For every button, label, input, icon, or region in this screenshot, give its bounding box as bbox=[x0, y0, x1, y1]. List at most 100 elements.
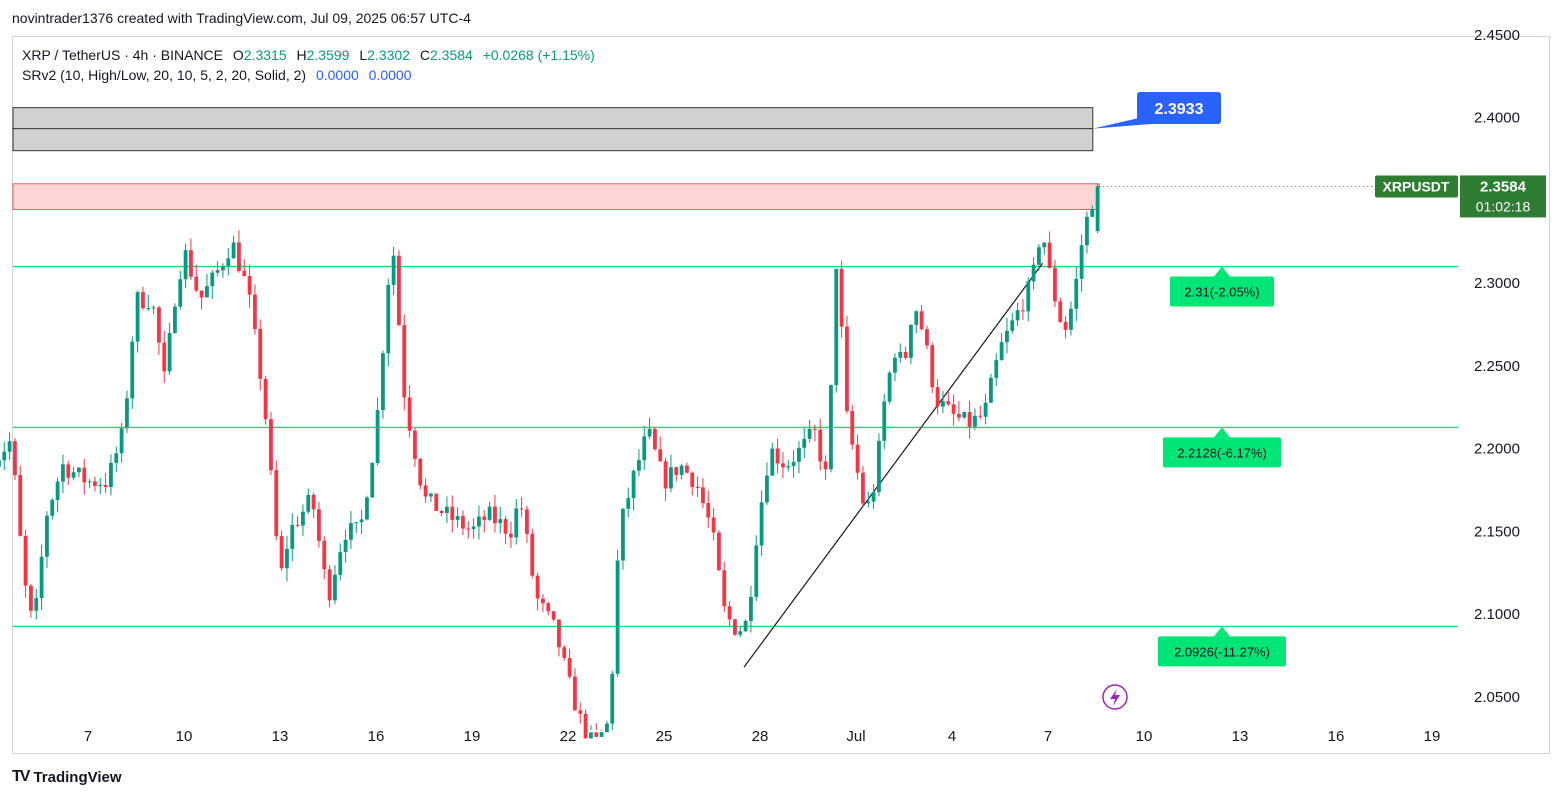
candle-body bbox=[119, 428, 124, 454]
candle-body bbox=[1047, 242, 1052, 268]
candle bbox=[727, 601, 732, 627]
candle bbox=[557, 619, 561, 657]
candle-body bbox=[1037, 247, 1041, 265]
candle bbox=[935, 379, 940, 415]
legend-low-label: L bbox=[359, 47, 368, 63]
candle bbox=[429, 492, 433, 503]
candle bbox=[1079, 234, 1084, 292]
candle-body bbox=[87, 481, 92, 483]
candle bbox=[434, 493, 439, 512]
candle bbox=[567, 648, 572, 679]
candle bbox=[829, 384, 833, 473]
candle bbox=[1042, 241, 1047, 255]
candle-body bbox=[818, 429, 823, 462]
candle bbox=[855, 434, 860, 480]
candle bbox=[1015, 302, 1020, 327]
candle bbox=[946, 392, 951, 406]
candle bbox=[839, 260, 844, 338]
level-label-text: 2.31(-2.05%) bbox=[1184, 285, 1259, 300]
candle bbox=[151, 305, 156, 315]
candle bbox=[749, 585, 753, 633]
candle bbox=[647, 417, 652, 439]
candle-body bbox=[658, 449, 663, 462]
candle bbox=[967, 400, 972, 439]
candle-body bbox=[471, 526, 476, 530]
candle bbox=[439, 509, 444, 517]
candle bbox=[546, 601, 551, 616]
candle-body bbox=[135, 292, 140, 342]
candle bbox=[301, 504, 305, 536]
candle bbox=[253, 284, 257, 335]
candle-body bbox=[39, 556, 44, 599]
candle-body bbox=[306, 494, 311, 512]
candle bbox=[823, 455, 828, 480]
candle-body bbox=[327, 569, 332, 601]
candle-body bbox=[423, 485, 428, 497]
tradingview-logo[interactable]: TV TradingView bbox=[12, 768, 122, 786]
candle-body bbox=[685, 465, 689, 473]
candle bbox=[242, 259, 247, 277]
candle bbox=[1085, 211, 1089, 254]
candle-body bbox=[711, 517, 716, 533]
callout-box bbox=[1137, 92, 1221, 124]
price-tag bbox=[1460, 175, 1546, 218]
candle-body bbox=[530, 533, 535, 576]
candle bbox=[29, 584, 33, 618]
candle-body bbox=[55, 481, 60, 500]
candle-body bbox=[237, 242, 241, 271]
candle-body bbox=[615, 560, 620, 674]
candle bbox=[637, 449, 641, 477]
candle-body bbox=[989, 377, 993, 403]
symbol-tag bbox=[1375, 175, 1458, 198]
candle bbox=[13, 438, 17, 481]
candle bbox=[23, 529, 28, 598]
candle bbox=[658, 436, 663, 462]
legend-open-label: O bbox=[232, 47, 244, 63]
symbol-tag-label: XRPUSDT bbox=[1383, 178, 1450, 194]
y-axis-tick-label: 2.1000 bbox=[1474, 606, 1520, 623]
candle bbox=[1047, 231, 1052, 269]
candle bbox=[754, 535, 759, 602]
candle-body bbox=[738, 631, 743, 635]
candle bbox=[989, 373, 993, 404]
candle-body bbox=[727, 606, 732, 620]
candle bbox=[1031, 257, 1036, 290]
candle-body bbox=[845, 326, 849, 412]
candle-body bbox=[226, 258, 231, 266]
candle bbox=[573, 668, 577, 711]
legend-symbol[interactable]: XRP / TetherUS · 4h · BINANCE bbox=[22, 47, 223, 63]
candle bbox=[397, 250, 401, 326]
candle-body bbox=[61, 464, 65, 482]
indicator-name[interactable]: SRv2 (10, High/Low, 20, 10, 5, 2, 20, So… bbox=[22, 67, 307, 83]
candle-body bbox=[621, 508, 625, 561]
candle-body bbox=[386, 284, 391, 354]
indicator-value-1: 0.0000 bbox=[315, 67, 359, 83]
candle-body bbox=[487, 506, 492, 520]
candle bbox=[274, 460, 279, 541]
candle-body bbox=[178, 279, 183, 307]
candle bbox=[338, 543, 343, 581]
candle bbox=[941, 390, 945, 414]
legend-close-label: C bbox=[419, 47, 430, 63]
candle-body bbox=[637, 460, 641, 471]
candle-body bbox=[359, 519, 364, 523]
candle-body bbox=[669, 467, 673, 489]
candle-body bbox=[1010, 320, 1015, 331]
candle-body bbox=[514, 508, 519, 538]
candle bbox=[690, 471, 695, 496]
candle bbox=[50, 497, 55, 520]
candle-body bbox=[7, 441, 12, 452]
candle bbox=[631, 469, 636, 511]
candle-body bbox=[13, 441, 17, 476]
legend-high-value: 2.3599 bbox=[306, 47, 350, 63]
candle bbox=[973, 408, 977, 430]
candle-body bbox=[743, 621, 748, 632]
candle-body bbox=[18, 475, 23, 536]
candle-body bbox=[258, 328, 263, 379]
candle bbox=[871, 483, 876, 509]
candle-body bbox=[461, 516, 465, 529]
candle-body bbox=[402, 325, 407, 398]
candle bbox=[423, 478, 428, 503]
candle bbox=[498, 506, 503, 534]
